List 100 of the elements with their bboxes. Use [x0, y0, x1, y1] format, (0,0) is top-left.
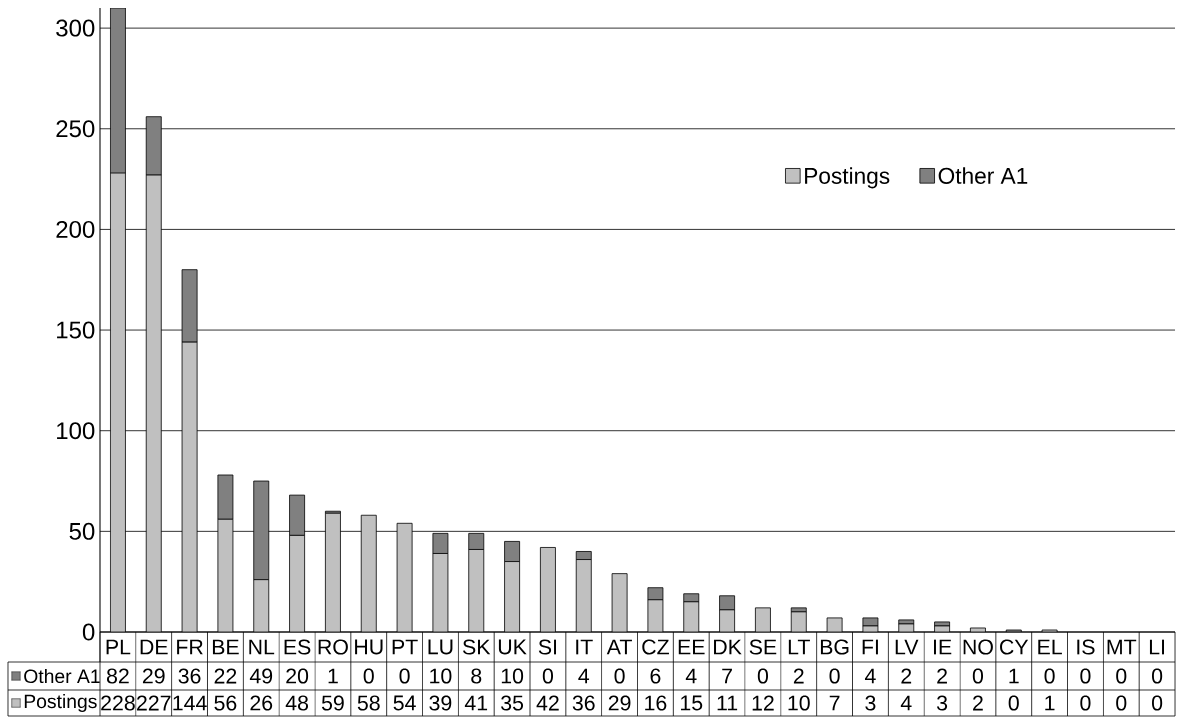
y-tick-label: 50: [69, 522, 95, 540]
x-tick-label: LI: [1149, 639, 1165, 655]
data-label: 29: [142, 668, 165, 684]
x-tick-label: DK: [714, 639, 742, 655]
y-tick-label: 300: [56, 19, 95, 37]
data-label: 0: [1044, 668, 1055, 684]
bar: [647, 587, 664, 601]
x-tick-label: FR: [177, 639, 203, 655]
data-label: 56: [214, 695, 237, 711]
data-label: 10: [788, 695, 810, 711]
text: Other A1: [24, 668, 100, 684]
data-label: 0: [1116, 668, 1127, 684]
data-label: 0: [614, 668, 625, 684]
data-label: 36: [178, 668, 201, 684]
bar: [181, 269, 198, 343]
data-label: 3: [865, 695, 876, 711]
x-tick-label: SE: [749, 639, 777, 655]
x-tick-label: FI: [862, 639, 878, 655]
data-label: 6: [650, 668, 661, 684]
x-tick-label: EL: [1038, 639, 1062, 655]
x-tick-label: EE: [678, 639, 705, 655]
legend-label: Other A1: [938, 167, 1028, 184]
x-tick-label: AT: [606, 639, 632, 655]
x-tick-label: PT: [392, 639, 418, 655]
x-tick-label: SI: [538, 639, 557, 655]
data-label: 0: [757, 668, 769, 684]
data-label: 48: [285, 695, 309, 711]
y-tick-label: 0: [82, 623, 95, 641]
bar: [360, 514, 377, 632]
data-label: 0: [1080, 668, 1091, 684]
data-label: 2: [937, 668, 947, 684]
bar: [109, 172, 126, 632]
data-label: 41: [464, 695, 488, 711]
x-tick-label: CZ: [642, 639, 669, 655]
y-tick-label: 100: [57, 422, 95, 440]
data-label: 4: [864, 668, 876, 684]
data-label: 228: [101, 695, 135, 711]
data-label: 26: [250, 695, 273, 711]
x-tick-label: BG: [820, 639, 849, 655]
data-label: 36: [572, 695, 595, 711]
data-label: 20: [286, 668, 309, 684]
data-label: 0: [1152, 668, 1163, 684]
x-tick-label: IS: [1077, 639, 1095, 655]
data-label: 3: [936, 695, 948, 711]
bar: [145, 174, 162, 632]
data-label: 0: [542, 668, 554, 684]
x-tick-label: ES: [284, 639, 311, 655]
data-label: 0: [1008, 695, 1019, 711]
x-tick-label: UK: [498, 639, 527, 655]
data-label: 12: [752, 695, 774, 711]
data-label: 11: [717, 695, 738, 711]
data-label: 0: [363, 668, 374, 684]
data-label: 58: [357, 695, 380, 711]
bar: [253, 480, 270, 581]
x-tick-label: LT: [788, 639, 810, 655]
data-label: 42: [536, 695, 559, 711]
data-label: 2: [793, 668, 804, 684]
bar: [504, 561, 521, 632]
data-label: 0: [1152, 695, 1163, 711]
data-label: 1: [328, 668, 338, 684]
data-label: 29: [608, 695, 631, 711]
data-label: 15: [681, 695, 703, 711]
data-label: 0: [1080, 695, 1091, 711]
bar: [719, 595, 736, 611]
data-label: 10: [501, 668, 524, 684]
data-label: 49: [249, 668, 273, 684]
x-tick-label: IE: [933, 639, 952, 655]
bar: [540, 547, 556, 632]
data-label: 4: [685, 668, 697, 684]
x-tick-label: IT: [576, 639, 593, 655]
data-label: 7: [829, 695, 840, 711]
x-tick-label: BE: [212, 639, 239, 655]
y-tick-label: 150: [57, 321, 95, 339]
data-label: 39: [429, 695, 452, 711]
data-label: 7: [722, 668, 732, 684]
bar: [504, 541, 521, 562]
data-label: 0: [1116, 695, 1127, 711]
data-label: 59: [321, 695, 344, 711]
y-tick-label: 200: [56, 220, 95, 238]
legend-label: Postings: [805, 167, 890, 189]
bar: [289, 494, 306, 536]
bar: [324, 512, 341, 632]
x-tick-label: MT: [1107, 639, 1137, 655]
bar: [217, 474, 234, 520]
x-tick-label: SK: [462, 639, 491, 655]
bar: [432, 532, 449, 554]
x-tick-label: DE: [140, 639, 168, 655]
x-tick-label: HU: [355, 639, 383, 655]
bar: [683, 593, 700, 603]
x-tick-label: LU: [428, 639, 453, 655]
data-label: 4: [900, 695, 912, 711]
bar: [468, 532, 485, 550]
data-label: 16: [645, 695, 667, 711]
data-label: 35: [501, 695, 524, 711]
bar: [862, 617, 879, 627]
data-label: 0: [399, 668, 410, 684]
bar: [289, 534, 306, 632]
bar: [575, 551, 592, 560]
data-label: 2: [901, 668, 912, 684]
y-tick-label: 250: [56, 120, 95, 138]
